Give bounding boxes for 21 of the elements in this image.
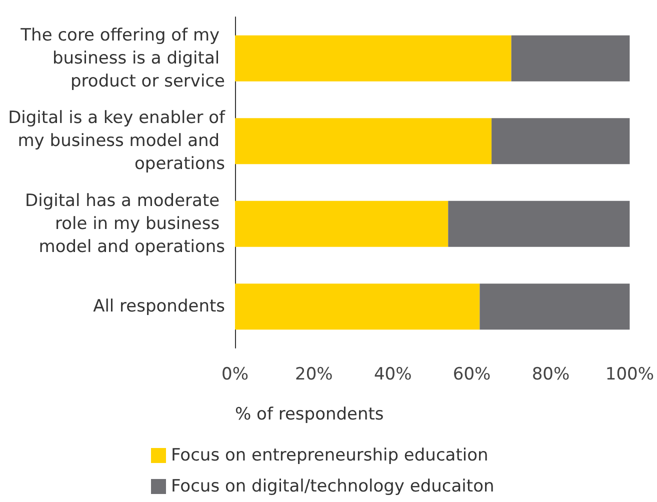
y-tick-label: All respondents — [93, 296, 226, 317]
x-axis-title: % of respondents — [235, 404, 384, 424]
x-tick-label: 20% — [295, 364, 333, 384]
bar — [235, 200, 448, 247]
y-tick-label: The core offering of my business is a digital product or service — [20, 25, 225, 92]
y-tick-label: Digital is a key enabler of my business model and operations — [8, 108, 226, 174]
legend-label: Focus on entrepreneurship education — [171, 446, 488, 466]
y-tick-label: Digital has a moderate role in my business model and operations — [25, 190, 226, 257]
x-tick-label: 60% — [452, 364, 491, 384]
x-tick-label: 40% — [374, 364, 412, 384]
x-tick-label: 80% — [532, 364, 570, 384]
bar — [448, 200, 630, 247]
bar — [511, 35, 630, 82]
x-tick-label: 100% — [605, 364, 654, 384]
x-tick-label: 0% — [222, 364, 248, 384]
bar — [235, 35, 512, 82]
legend-label: Focus on digital/technology educaiton — [171, 476, 494, 496]
bar — [235, 118, 492, 164]
bar — [492, 118, 630, 164]
bar — [235, 284, 480, 330]
bar — [480, 284, 630, 330]
